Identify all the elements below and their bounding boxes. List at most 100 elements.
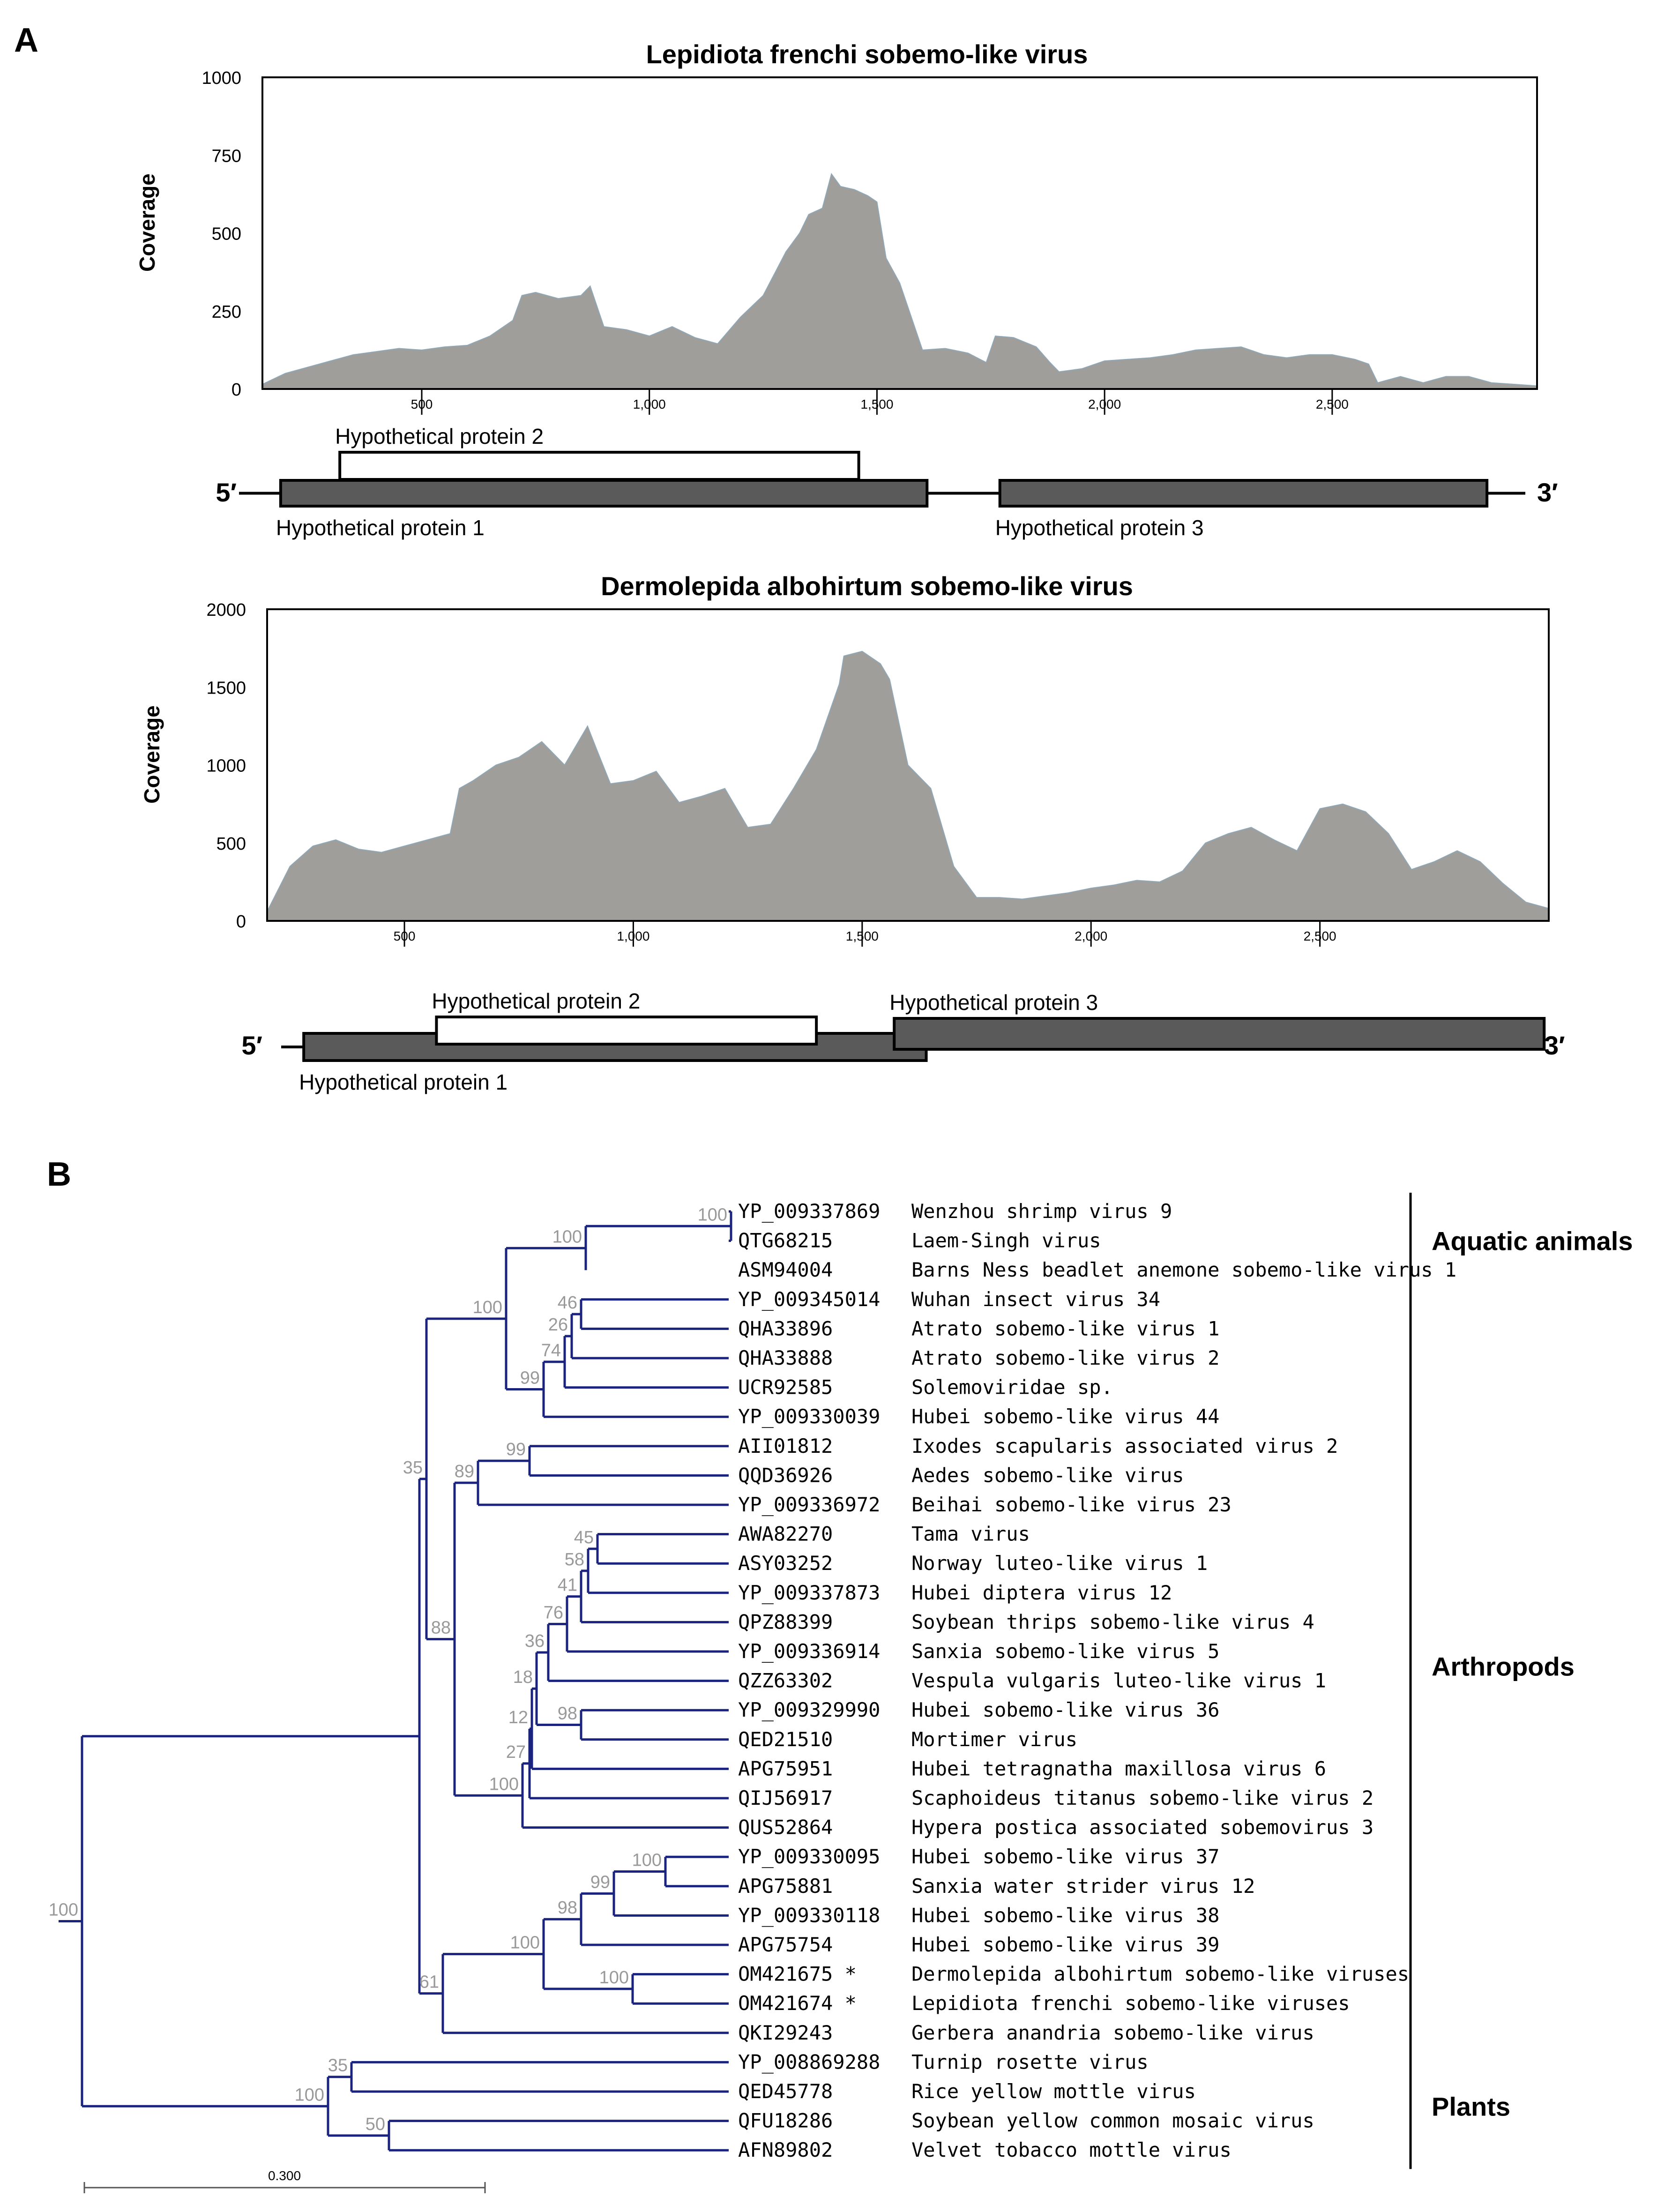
- x-tick-label: 2,500: [1304, 929, 1336, 943]
- three-prime-label: 3′: [1537, 478, 1558, 507]
- gene-box: [338, 451, 860, 481]
- tree-tip-accession: YP_009329990: [738, 1698, 880, 1721]
- tree-tip-name: Scaphoideus titanus sobemo-like virus 2: [911, 1786, 1373, 1809]
- y-tick-label: 1000: [202, 68, 241, 88]
- tree-tip-accession: QUS52864: [738, 1816, 833, 1839]
- coverage-chart-lepidiota: Lepidiota frenchi sobemo-like virus Cove…: [135, 39, 1558, 540]
- tree-tip-accession: QHA33896: [738, 1317, 833, 1340]
- bootstrap-value: 98: [558, 1704, 577, 1724]
- tree-tip-accession: YP_009337873: [738, 1581, 880, 1604]
- bootstrap-value: 100: [295, 2085, 324, 2105]
- tree-tip-name: Tama virus: [911, 1523, 1030, 1546]
- bootstrap-value: 100: [698, 1205, 727, 1225]
- tree-tip-name: Hubei sobemo-like virus 36: [911, 1698, 1219, 1721]
- x-tick-label: 500: [411, 397, 433, 411]
- phylogenetic-tree: [59, 1210, 732, 2152]
- gene-box: [435, 1016, 818, 1046]
- gene-label: Hypothetical protein 3: [889, 990, 1098, 1015]
- five-prime-label: 5′: [216, 478, 237, 507]
- chart2-frame: [266, 608, 1550, 922]
- y-tick-label: 1500: [206, 678, 246, 698]
- scale-bar-label: 0.300: [268, 2168, 301, 2183]
- bootstrap-value: 41: [558, 1576, 577, 1595]
- tree-tip-accession: QKI29243: [738, 2021, 833, 2044]
- gene-label: Hypothetical protein 2: [432, 989, 640, 1013]
- tree-tip-accession: QED45778: [738, 2080, 833, 2103]
- tree-tip-name: Beihai sobemo-like virus 23: [911, 1493, 1232, 1516]
- tree-tip-name: Atrato sobemo-like virus 2: [911, 1346, 1219, 1369]
- y-tick-label: 0: [236, 912, 246, 932]
- panel-b-label: B: [47, 1156, 71, 1193]
- y-tick-label: 500: [216, 834, 246, 854]
- chart1-title: Lepidiota frenchi sobemo-like virus: [646, 39, 1088, 69]
- tree-tip-name: Hubei tetragnatha maxillosa virus 6: [911, 1757, 1326, 1780]
- bootstrap-value: 100: [49, 1900, 78, 1920]
- tree-tip-labels: YP_009337869 Wenzhou shrimp virus 9 QTG682…: [738, 1200, 1456, 2161]
- bootstrap-value: 61: [419, 1973, 439, 1992]
- bootstrap-value: 45: [574, 1528, 594, 1547]
- bootstrap-value: 100: [552, 1227, 582, 1247]
- tree-tip-name: Sanxia water strider virus 12: [911, 1875, 1255, 1898]
- tree-tip-accession: YP_008869288: [738, 2050, 880, 2073]
- y-tick-label: 250: [212, 302, 241, 322]
- tree-tip-accession: QTG68215: [738, 1229, 833, 1252]
- y-tick-label: 1000: [206, 756, 246, 776]
- x-tick-label: 1,500: [860, 397, 893, 411]
- tree-tip-name: Solemoviridae sp.: [911, 1376, 1113, 1399]
- tree-tip-accession: AII01812: [738, 1435, 833, 1457]
- tree-tip-name: Hypera postica associated sobemovirus 3: [911, 1816, 1373, 1839]
- tree-tip-name: Hubei sobemo-like virus 44: [911, 1405, 1219, 1428]
- tree-tip-accession: QZZ63302: [738, 1669, 833, 1692]
- panel-a-label: A: [14, 22, 38, 59]
- group-label: Plants: [1432, 2092, 1510, 2121]
- tree-tip-accession: YP_009336972: [738, 1493, 880, 1516]
- chart1-coverage-area: [262, 172, 1538, 389]
- tree-tip-accession: YP_009330039: [738, 1405, 880, 1428]
- bootstrap-value: 100: [632, 1851, 662, 1870]
- three-prime-label: 3′: [1544, 1031, 1565, 1060]
- tree-tip-name: Sanxia sobemo-like virus 5: [911, 1640, 1219, 1663]
- bootstrap-value: 58: [565, 1550, 584, 1569]
- tree-group-brackets: Aquatic animals Arthropods Plants: [1409, 1193, 1633, 2169]
- tree-tip-accession: AWA82270: [738, 1523, 833, 1546]
- x-tick-label: 1,000: [633, 397, 666, 411]
- bootstrap-value: 98: [558, 1898, 577, 1918]
- tree-tip-name: Rice yellow mottle virus: [911, 2080, 1196, 2103]
- tree-tip-name: Hubei sobemo-like virus 37: [911, 1845, 1219, 1868]
- tree-tip-name: Mortimer virus: [911, 1728, 1077, 1751]
- tree-tip-name: Velvet tobacco mottle virus: [911, 2138, 1232, 2161]
- tree-tip-name: Wuhan insect virus 34: [911, 1288, 1160, 1311]
- gene-box: [893, 1017, 1546, 1051]
- gene-box: [998, 479, 1489, 508]
- tree-tip-name: Soybean thrips sobemo-like virus 4: [911, 1610, 1314, 1633]
- tree-tip-name: Ixodes scapularis associated virus 2: [911, 1435, 1338, 1457]
- gene-label: Hypothetical protein 2: [335, 424, 544, 448]
- bootstrap-value: 88: [431, 1618, 451, 1638]
- tree-tip-accession: ASY03252: [738, 1552, 833, 1575]
- bootstrap-value: 100: [510, 1933, 540, 1953]
- bootstrap-value: 89: [455, 1462, 474, 1481]
- bootstrap-value: 76: [544, 1603, 563, 1622]
- tree-tip-accession: APG75951: [738, 1757, 833, 1780]
- x-tick-label: 1,500: [846, 929, 879, 943]
- bootstrap-value: 74: [541, 1341, 561, 1360]
- chart1-frame: [261, 76, 1538, 390]
- bootstrap-value: 35: [328, 2056, 348, 2076]
- tree-tip-name: Lepidiota frenchi sobemo-like viruses: [911, 1992, 1350, 2015]
- bootstrap-value: 12: [508, 1708, 528, 1727]
- tree-tip-accession: YP_009345014: [738, 1288, 880, 1311]
- x-tick-label: 2,500: [1316, 397, 1349, 411]
- tree-tip-name: Norway luteo-like virus 1: [911, 1552, 1208, 1575]
- tree-tip-name: Barns Ness beadlet anemone sobemo-like v…: [911, 1258, 1456, 1281]
- tree-tip-accession: YP_009336914: [738, 1640, 880, 1663]
- x-tick-label: 2,000: [1088, 397, 1121, 411]
- tree-tip-accession: APG75881: [738, 1875, 833, 1898]
- tree-tip-accession: QHA33888: [738, 1346, 833, 1369]
- bootstrap-value: 100: [489, 1774, 519, 1794]
- tree-tip-name: Aedes sobemo-like virus: [911, 1464, 1184, 1487]
- tree-tip-accession: YP_009337869: [738, 1200, 880, 1223]
- coverage-chart-dermolepida: Dermolepida albohirtum sobemo-like virus…: [140, 571, 1565, 1094]
- bootstrap-value: 100: [473, 1298, 502, 1317]
